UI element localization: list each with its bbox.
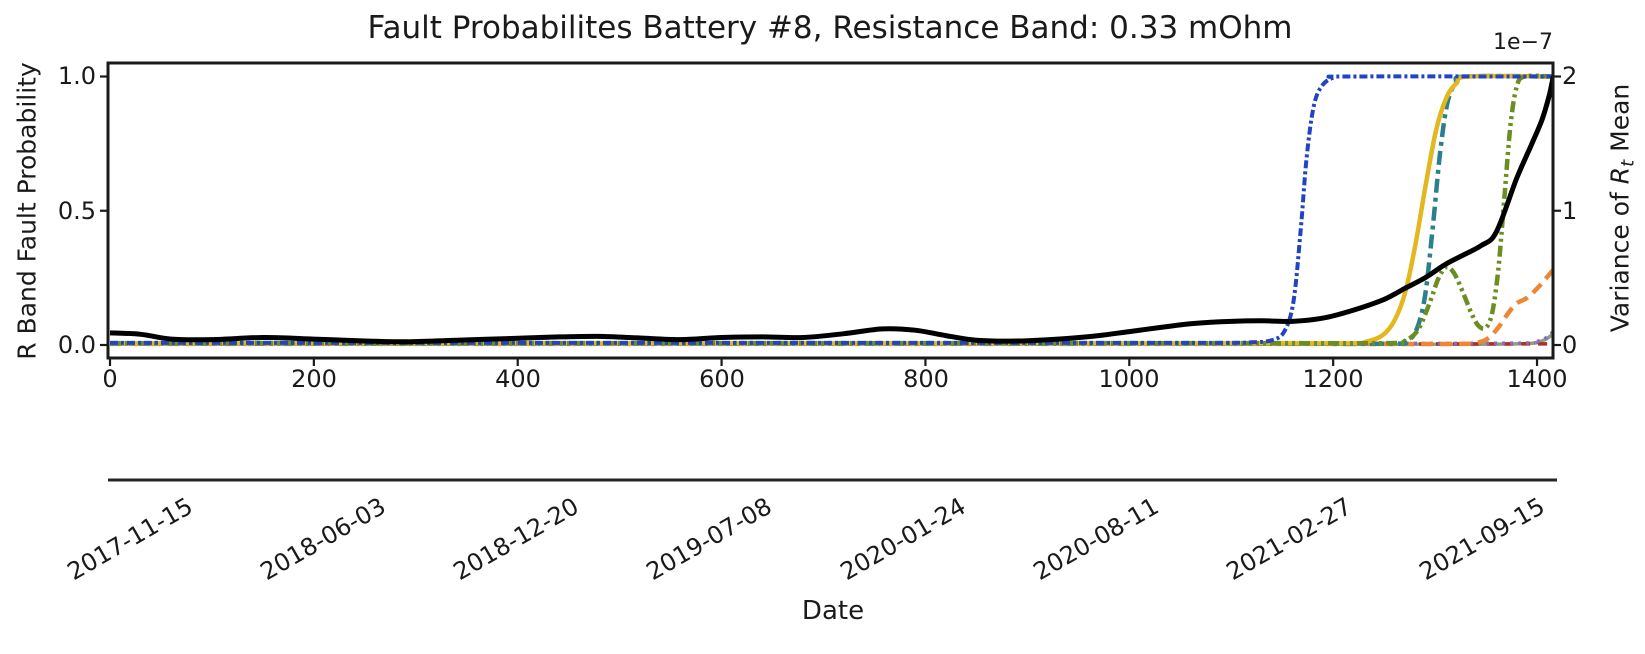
left-tick-1.0: 1.0 xyxy=(57,62,96,90)
series-fault-prob-blue-dashdot xyxy=(109,74,1553,345)
x-axis-label: Date xyxy=(801,596,865,626)
series-fault-prob-olive-dashdotdot xyxy=(109,73,1553,346)
series-fault-prob-teal-dashdot xyxy=(109,73,1553,347)
right-tick-1: 1 xyxy=(1562,197,1578,225)
x-tick-600: 600 xyxy=(699,365,745,393)
plot-border xyxy=(106,61,1555,360)
right-axis-label-var: R xyxy=(1605,166,1635,185)
right-axis-label-subscript: t xyxy=(1617,159,1639,167)
right-tick-0: 0 xyxy=(1562,331,1578,359)
right-axis-label: Variance of Rt Mean xyxy=(1605,84,1638,333)
x-tick-1200: 1200 xyxy=(1302,365,1364,393)
left-tick-0.0: 0.0 xyxy=(57,331,96,359)
left-tick-0.5: 0.5 xyxy=(57,197,96,225)
chart-title: Fault Probabilites Battery #8, Resistanc… xyxy=(367,10,1293,46)
x-tick-0: 0 xyxy=(102,365,118,393)
x-tick-800: 800 xyxy=(903,365,949,393)
x-tick-400: 400 xyxy=(495,365,541,393)
x-tick-1000: 1000 xyxy=(1098,365,1160,393)
right-axis-label-suffix: Mean xyxy=(1605,83,1635,160)
right-axis-offset-text: 1e−7 xyxy=(1493,30,1553,55)
series-variance-black-solid xyxy=(109,75,1553,345)
right-tick-2: 2 xyxy=(1562,62,1578,90)
series-fault-prob-yellow-solid xyxy=(109,73,1553,346)
right-axis-label-prefix: Variance of xyxy=(1605,184,1635,333)
x-tick-200: 200 xyxy=(291,365,337,393)
x-tick-1400: 1400 xyxy=(1506,365,1568,393)
